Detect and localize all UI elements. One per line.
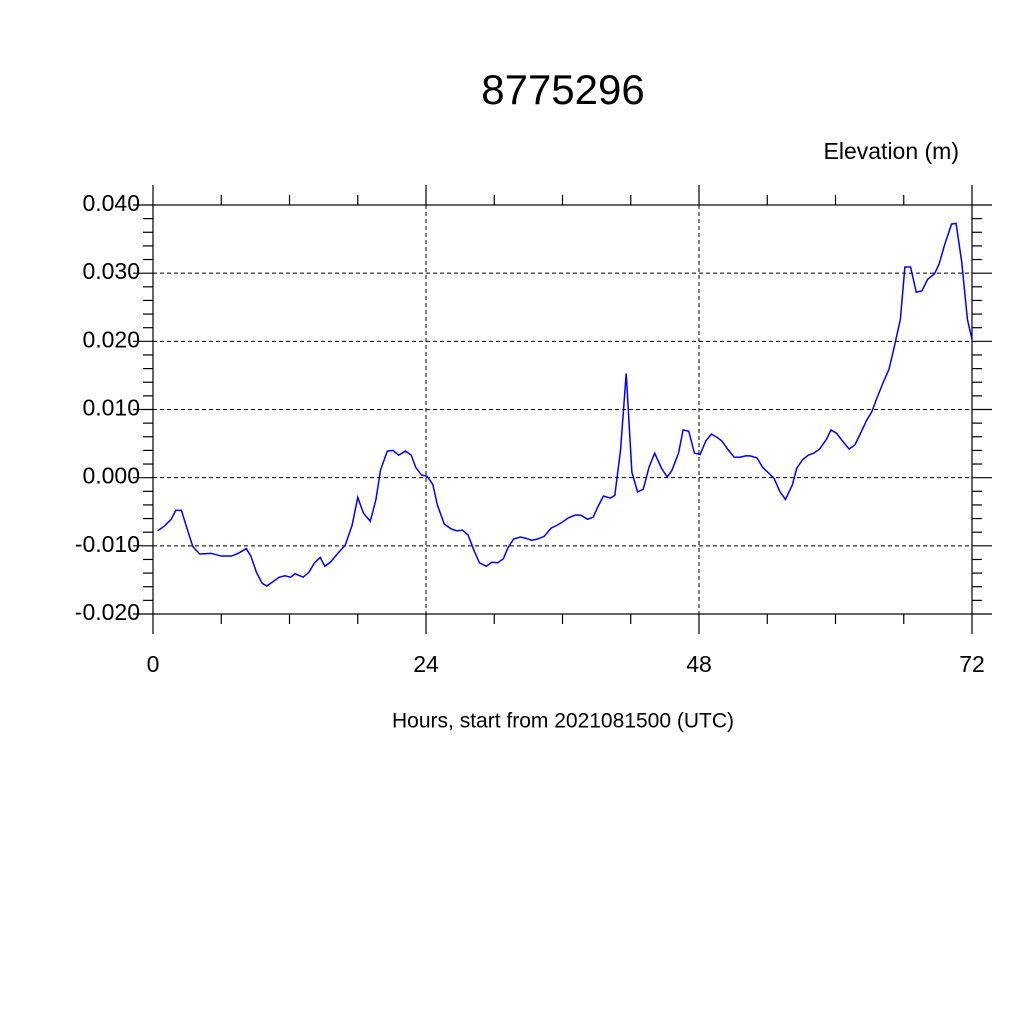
data-line xyxy=(157,222,973,587)
x-axis-label: Hours, start from 2021081500 (UTC) xyxy=(392,710,734,733)
y-tick-label: 0.000 xyxy=(82,463,140,489)
y-tick-label: -0.020 xyxy=(75,599,140,625)
y-tick-label: 0.010 xyxy=(82,395,140,421)
y-tick-label: 0.030 xyxy=(82,258,140,284)
y-tick-label: 0.040 xyxy=(82,190,140,216)
y-tick-label: 0.020 xyxy=(82,326,140,352)
y-axis-label: Elevation (m) xyxy=(824,138,959,164)
x-tick-label: 72 xyxy=(959,651,985,677)
x-tick-label: 0 xyxy=(147,651,160,677)
y-tick-label: -0.010 xyxy=(75,531,140,557)
x-tick-label: 48 xyxy=(686,651,712,677)
chart-title: 8775296 xyxy=(481,66,645,113)
x-tick-label: 24 xyxy=(413,651,439,677)
plot-frame xyxy=(152,204,973,615)
